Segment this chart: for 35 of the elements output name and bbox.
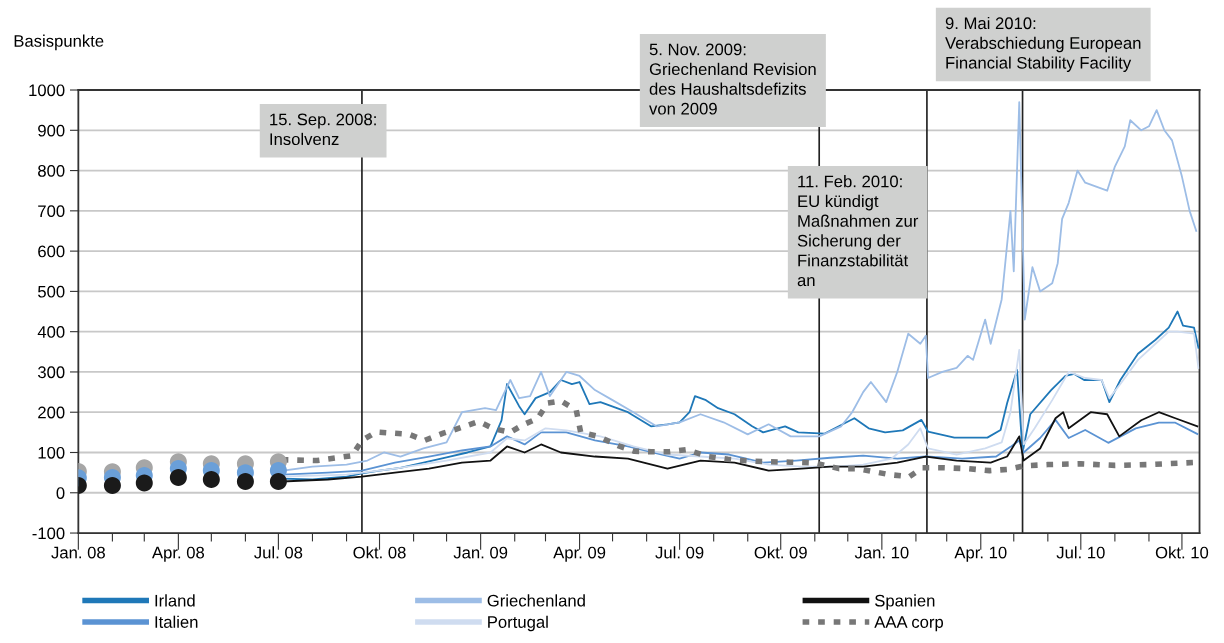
y-tick-label: 600 — [38, 245, 65, 258]
y-axis-title: Basispunkte — [14, 34, 104, 51]
ref-line-label: 11. Feb. 2010: EU kündigt Maßnahmen zur Sicherung der Finanzstabilität an — [797, 175, 919, 287]
y-tick-label: -100 — [32, 527, 65, 540]
y-tick-label: 800 — [38, 164, 65, 177]
y-tick-label: 400 — [37, 326, 65, 338]
x-tick-label: Apr. 10 — [954, 546, 1007, 562]
y-tick-label: 900 — [38, 124, 65, 137]
legend-label: Spanien — [875, 594, 935, 610]
y-tick-label: 0 — [56, 487, 65, 499]
x-tick-label: Jul. 10 — [1056, 546, 1105, 559]
ref-line-label: 5. Nov. 2009: Griechenland Revision des Haushaltsdefizits von 2009 — [649, 43, 816, 115]
legend-label: AAA corp — [874, 616, 944, 632]
y-tick-label: 1000 — [29, 84, 65, 97]
x-tick-label: Apr. 08 — [151, 546, 205, 562]
y-tick-label: 300 — [37, 366, 65, 379]
x-tick-label: Jan. 08 — [51, 546, 105, 559]
legend-label: Italien — [155, 615, 198, 628]
x-tick-label: Jan. 10 — [854, 546, 909, 559]
x-tick-label: Jan. 09 — [453, 546, 508, 559]
y-tick-label: 200 — [38, 406, 65, 419]
x-tick-label: Okt. 08 — [353, 546, 406, 559]
x-tick-label: Okt. 09 — [754, 546, 807, 559]
x-tick-label: Jul. 08 — [254, 546, 303, 559]
legend-label: Griechenland — [487, 594, 585, 607]
x-tick-label: Apr. 09 — [553, 546, 606, 562]
ref-line-label: 15. Sep. 2008: Insolvenz — [270, 113, 376, 146]
ref-line-label: 9. Mai 2010: Verabschiedung European Financial Stability Facility — [945, 16, 1141, 72]
x-tick-label: Okt. 10 — [1155, 546, 1209, 559]
legend-label: Portugal — [488, 615, 548, 632]
y-tick-label: 500 — [38, 285, 65, 298]
y-tick-label: 700 — [38, 205, 65, 218]
legend-label: Irland — [155, 594, 195, 607]
y-tick-label: 100 — [38, 446, 65, 459]
x-tick-label: Jul. 09 — [655, 546, 704, 559]
